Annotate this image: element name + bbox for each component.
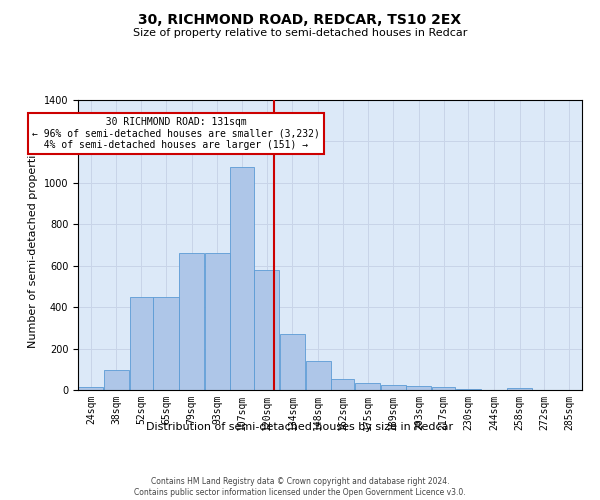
Text: 30, RICHMOND ROAD, REDCAR, TS10 2EX: 30, RICHMOND ROAD, REDCAR, TS10 2EX xyxy=(139,12,461,26)
Bar xyxy=(205,254,230,390)
Text: 30 RICHMOND ROAD: 131sqm  
← 96% of semi-detached houses are smaller (3,232)
  4: 30 RICHMOND ROAD: 131sqm ← 96% of semi-d… xyxy=(32,116,320,150)
Bar xyxy=(507,388,532,390)
Text: Contains public sector information licensed under the Open Government Licence v3: Contains public sector information licen… xyxy=(134,488,466,497)
Bar xyxy=(179,254,204,390)
Bar xyxy=(406,386,431,390)
Bar xyxy=(230,168,254,390)
Bar xyxy=(331,378,355,390)
Bar xyxy=(254,270,280,390)
Bar xyxy=(305,361,331,390)
Bar xyxy=(78,387,103,390)
Bar xyxy=(380,385,406,390)
Bar xyxy=(154,297,179,390)
Y-axis label: Number of semi-detached properties: Number of semi-detached properties xyxy=(28,142,38,348)
Text: Size of property relative to semi-detached houses in Redcar: Size of property relative to semi-detach… xyxy=(133,28,467,38)
Text: Distribution of semi-detached houses by size in Redcar: Distribution of semi-detached houses by … xyxy=(146,422,454,432)
Bar xyxy=(355,383,380,390)
Bar xyxy=(456,389,481,390)
Bar xyxy=(130,297,153,390)
Bar xyxy=(432,387,455,390)
Bar xyxy=(280,334,305,390)
Bar xyxy=(104,370,129,390)
Text: Contains HM Land Registry data © Crown copyright and database right 2024.: Contains HM Land Registry data © Crown c… xyxy=(151,476,449,486)
